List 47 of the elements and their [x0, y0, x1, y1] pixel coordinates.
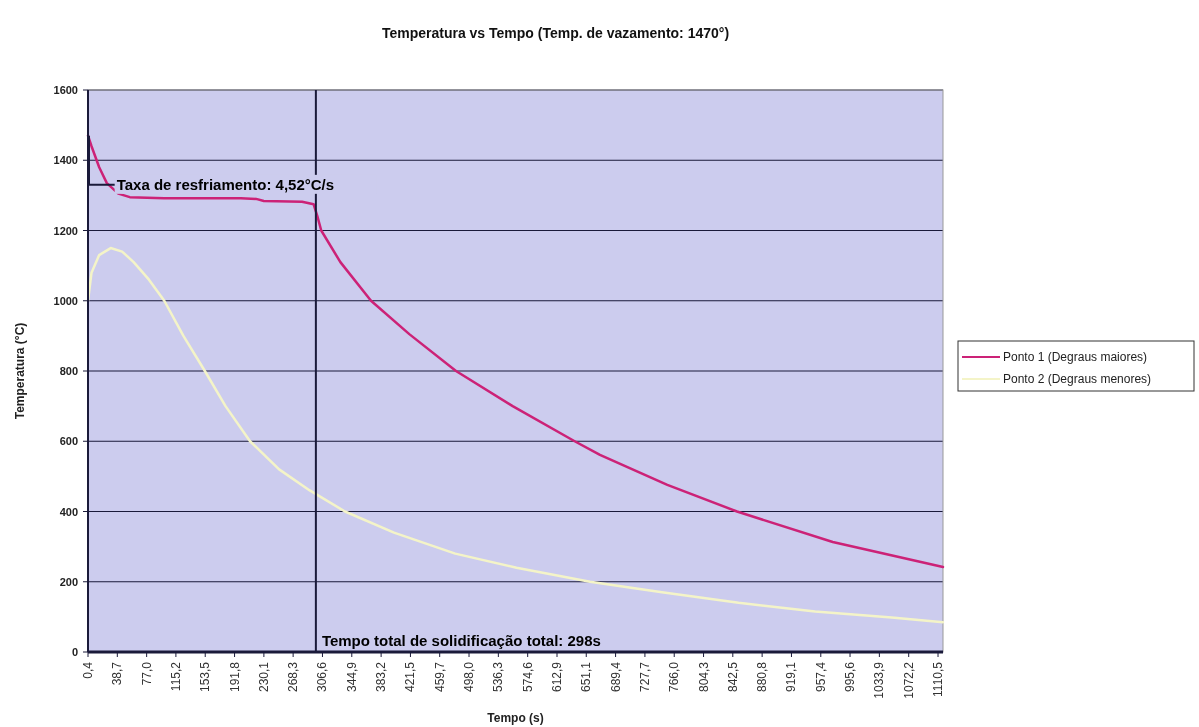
chart-title: Temperatura vs Tempo (Temp. de vazamento: 1470°)	[381, 25, 730, 41]
x-tick-label: 1033,9	[872, 661, 887, 699]
x-tick-label: 804,3	[696, 661, 711, 693]
x-tick-label: 498,0	[462, 661, 477, 693]
x-tick-label: 38,7	[110, 661, 125, 686]
x-tick-label: 1072,2	[901, 661, 916, 699]
x-tick-label: 268,3	[286, 661, 301, 693]
x-tick-label: 880,8	[755, 661, 770, 693]
legend-label: Ponto 1 (Degraus maiores)	[1003, 350, 1148, 364]
y-tick-label: 1600	[53, 84, 78, 96]
annotation: Taxa de resfriamento: 4,52°C/s	[116, 175, 335, 193]
y-tick-label: 200	[59, 575, 78, 588]
x-tick-label: 651,1	[579, 661, 594, 693]
x-tick-label: 689,4	[608, 661, 623, 693]
y-tick-label: 400	[59, 505, 78, 518]
x-tick-label: 919,1	[784, 661, 799, 693]
x-tick-label: 1110,5	[931, 661, 946, 697]
y-tick-label: 600	[59, 435, 78, 448]
x-tick-label: 383,2	[374, 661, 389, 693]
y-tick-label: 1400	[53, 154, 78, 167]
line-series	[86, 246, 945, 624]
x-tick-label: 0,4	[81, 661, 95, 679]
x-tick-label: 77,0	[139, 661, 154, 686]
x-tick-label: 191,8	[227, 661, 242, 693]
x-tick-label: 842,5	[725, 661, 740, 693]
x-tick-label: 612,9	[550, 661, 564, 693]
x-axis-title: Tempo (s)	[487, 711, 544, 725]
x-tick-label: 995,6	[843, 661, 858, 693]
y-axis-title: Temperatura (°C)	[13, 322, 27, 420]
x-tick-label: 957,4	[813, 661, 828, 693]
y-tick-label: 1200	[53, 224, 78, 237]
x-tick-label: 536,3	[491, 661, 506, 693]
x-tick-label: 727,7	[637, 661, 652, 693]
x-tick-label: 459,7	[432, 661, 447, 693]
y-tick-label: 1000	[53, 294, 78, 307]
x-tick-label: 153,5	[198, 661, 213, 693]
x-tick-label: 574,6	[520, 661, 535, 693]
x-tick-label: 421,5	[403, 661, 418, 693]
x-tick-label: 115,2	[168, 661, 183, 692]
x-tick-label: 230,1	[256, 661, 271, 693]
x-tick-label: 344,9	[344, 661, 359, 693]
legend-label: Ponto 2 (Degraus menores)	[1003, 372, 1152, 386]
y-tick-label: 800	[59, 365, 78, 377]
x-tick-label: 766,0	[667, 661, 682, 693]
annotation: Tempo total de solidificação total: 298s	[321, 632, 601, 650]
y-tick-label: 0	[71, 646, 78, 658]
x-tick-label: 306,6	[315, 661, 330, 693]
